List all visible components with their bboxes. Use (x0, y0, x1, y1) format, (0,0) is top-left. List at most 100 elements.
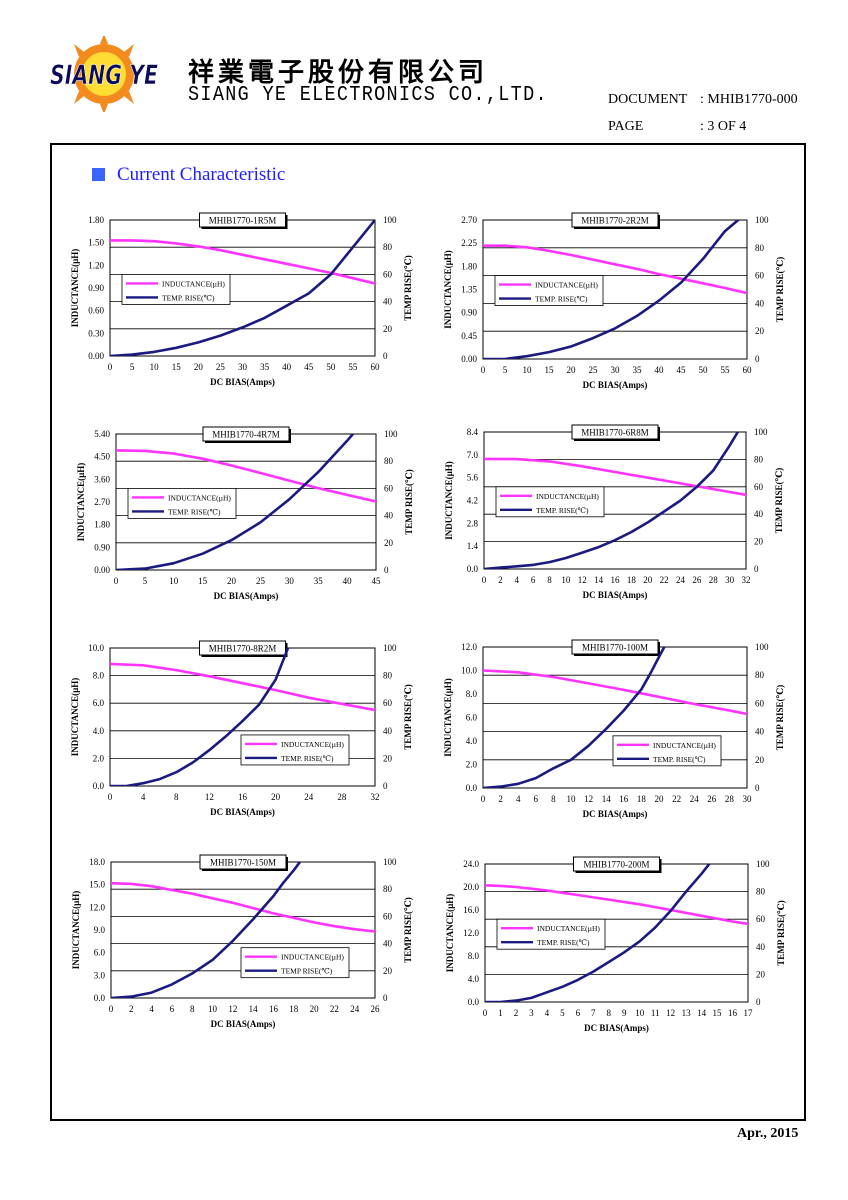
temp-rise-series-line (484, 432, 740, 569)
y-tick-label: 7.0 (467, 450, 479, 460)
chart-title: MHIB1770-100M (582, 643, 648, 653)
temp-rise-series-line (116, 434, 355, 570)
x-tick-label: 30 (725, 575, 735, 585)
y2-axis-label: TEMP RISE(℃) (775, 257, 785, 323)
chart-0: 0.000.300.600.901.201.501.80020406080100… (70, 212, 413, 387)
y-tick-label: 0.30 (88, 328, 104, 338)
x-tick-label: 60 (743, 365, 753, 375)
x-tick-label: 4 (516, 794, 521, 804)
legend-box (240, 947, 350, 979)
y-axis-label: INDUCTANCE(µH) (70, 249, 80, 328)
x-tick-label: 0 (114, 576, 119, 586)
y2-tick-label: 0 (383, 781, 388, 791)
y2-tick-label: 20 (383, 966, 393, 976)
x-tick-label: 45 (677, 365, 687, 375)
y2-axis-label: TEMP RISE(℃) (774, 468, 784, 534)
y-tick-label: 5.6 (467, 473, 479, 483)
y2-tick-label: 0 (384, 565, 389, 575)
y2-axis-label: TEMP RISE(℃) (775, 685, 785, 751)
y2-tick-label: 0 (756, 997, 761, 1007)
x-tick-label: 18 (637, 794, 647, 804)
x-tick-label: 35 (314, 576, 324, 586)
inductance-series-line (483, 669, 747, 716)
x-tick-label: 5 (560, 1008, 565, 1018)
page-label: PAGE (608, 119, 644, 134)
y2-tick-label: 80 (384, 456, 394, 466)
legend-box (121, 273, 231, 305)
x-tick-label: 10 (523, 365, 533, 375)
x-tick-label: 7 (591, 1008, 596, 1018)
temp-rise-series-line (110, 648, 290, 786)
x-tick-label: 16 (238, 792, 248, 802)
chart-title-box (202, 426, 290, 442)
y-tick-label: 8.0 (466, 689, 478, 699)
chart-title: MHIB1770-200M (583, 860, 649, 870)
chart-legend: INDUCTANCE(µH) TEMP. RISE(℃) (496, 918, 606, 950)
chart-legend: INDUCTANCE(µH) TEMP. RISE(℃) (127, 487, 237, 519)
x-tick-label: 24 (676, 575, 686, 585)
x-tick-label: 25 (216, 362, 226, 372)
x-tick-label: 0 (481, 794, 486, 804)
y2-tick-label: 80 (755, 670, 765, 680)
y-tick-label: 0.00 (461, 354, 477, 364)
x-tick-label: 18 (289, 1004, 299, 1014)
legend-box (240, 734, 350, 766)
x-axis-label: DC BIAS(Amps) (584, 1023, 649, 1033)
section-title: Current Characteristic (117, 164, 286, 185)
legend-entry: INDUCTANCE(µH) (281, 740, 344, 749)
y-tick-label: 0.90 (94, 542, 110, 552)
y-tick-label: 4.2 (467, 496, 478, 506)
temp-rise-series-line (485, 864, 711, 1002)
x-tick-label: 40 (282, 362, 292, 372)
y-axis-label: INDUCTANCE(µH) (76, 463, 86, 542)
section-square-icon (92, 168, 105, 181)
y-tick-label: 16.0 (463, 905, 479, 915)
chart-title-box (571, 424, 659, 440)
y2-tick-label: 100 (755, 642, 769, 652)
x-tick-label: 18 (627, 575, 637, 585)
x-tick-label: 16 (611, 575, 621, 585)
y2-tick-label: 20 (383, 753, 393, 763)
legend-entry: INDUCTANCE(µH) (281, 953, 344, 962)
x-tick-label: 20 (310, 1004, 320, 1014)
x-tick-label: 10 (208, 1004, 218, 1014)
inductance-series-line (116, 449, 376, 503)
y-tick-label: 0.0 (466, 783, 478, 793)
x-tick-label: 0 (482, 575, 487, 585)
y-tick-label: 0.90 (88, 283, 104, 293)
legend-entry: TEMP. RISE(℃) (537, 938, 590, 947)
legend-entry: TEMP. RISE(℃) (653, 755, 706, 764)
y-tick-label: 2.70 (461, 215, 477, 225)
x-tick-label: 15 (545, 365, 555, 375)
y-tick-label: 1.80 (88, 215, 104, 225)
content-frame (50, 143, 806, 1121)
x-tick-label: 4 (141, 792, 146, 802)
y2-tick-label: 100 (383, 215, 397, 225)
y2-tick-label: 100 (384, 429, 398, 439)
y2-tick-label: 80 (383, 671, 393, 681)
y2-tick-label: 60 (756, 914, 766, 924)
x-tick-label: 32 (371, 792, 380, 802)
chart-title: MHIB1770-1R5M (209, 216, 277, 226)
chart-legend: INDUCTANCE(µH) TEMP. RISE(℃) (495, 486, 605, 518)
x-tick-label: 4 (149, 1004, 154, 1014)
y2-tick-label: 40 (383, 939, 393, 949)
x-tick-label: 12 (205, 792, 214, 802)
x-axis-label: DC BIAS(Amps) (583, 809, 648, 819)
legend-entry: TEMP. RISE(℃) (281, 754, 334, 763)
y-tick-label: 10.0 (88, 643, 104, 653)
y2-tick-label: 0 (383, 993, 388, 1003)
y2-tick-label: 40 (756, 942, 766, 952)
legend-box (494, 275, 604, 307)
x-tick-label: 24 (304, 792, 314, 802)
y-tick-label: 12.0 (461, 642, 477, 652)
chart-title: MHIB1770-8R2M (209, 644, 277, 654)
chart-legend: INDUCTANCE(µH) TEMP. RISE(℃) (121, 273, 231, 305)
y2-tick-label: 100 (383, 643, 397, 653)
y-tick-label: 0.90 (461, 308, 477, 318)
y-tick-label: 3.0 (94, 970, 106, 980)
x-tick-label: 24 (350, 1004, 360, 1014)
y-tick-label: 1.35 (461, 285, 477, 295)
